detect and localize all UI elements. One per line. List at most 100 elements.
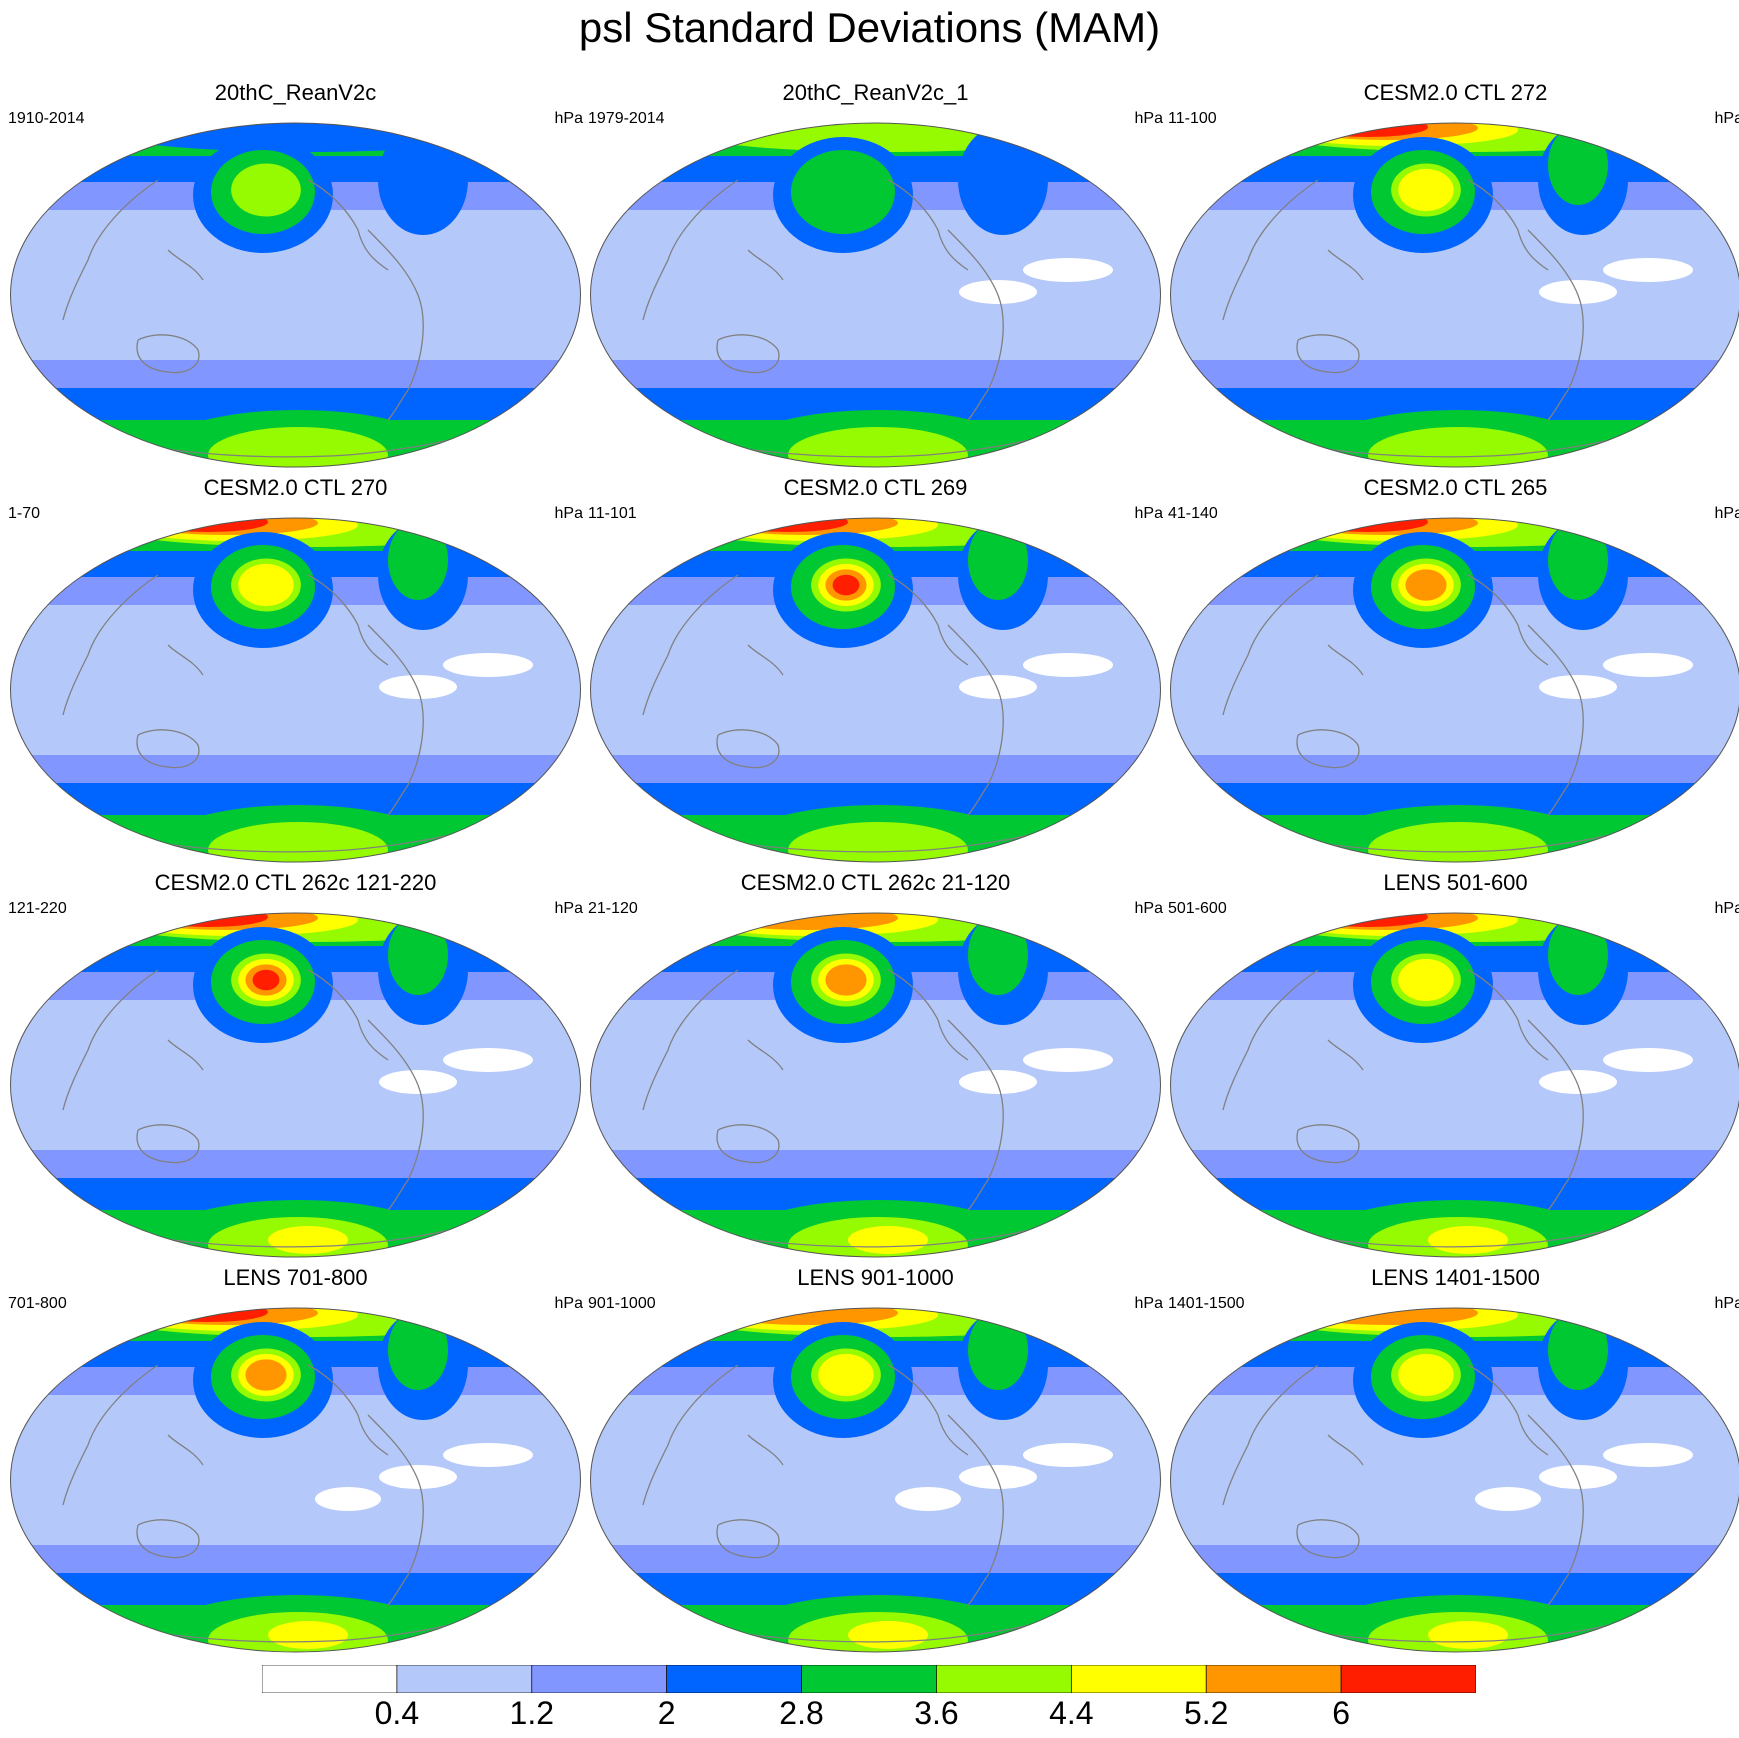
contour-fill-npac <box>791 150 895 234</box>
contour-fill-south <box>208 822 388 862</box>
figure-title: psl Standard Deviations (MAM) <box>578 4 1161 51</box>
panel-units-label: hPa <box>1714 110 1739 127</box>
panel-units-label: hPa <box>554 505 583 522</box>
map-panel: CESM2.0 CTL 269 11-101 hPa <box>588 475 1163 863</box>
contour-fill-tropics <box>959 1070 1037 1094</box>
contour-fill-south <box>208 427 388 467</box>
contour-fill-npac <box>1398 168 1454 212</box>
contour-fill-npac <box>825 964 867 996</box>
contour-fill-tropics <box>959 675 1037 699</box>
panel-title: CESM2.0 CTL 262c 121-220 <box>154 870 437 895</box>
colorbar-labels: 0.4 1.2 2 2.8 3.6 4.4 5.2 6 <box>0 1693 1739 1737</box>
coastline-outlines <box>62 574 509 853</box>
colorbar-swatch <box>396 1665 533 1693</box>
coastline-outlines <box>1222 1364 1669 1643</box>
psl-stddev-map <box>10 1307 581 1653</box>
contour-fill-npac <box>832 574 860 596</box>
contour-fill-tropics <box>1603 1048 1693 1072</box>
contour-fill-tropics <box>959 280 1037 304</box>
colorbar-tick-label: 2 <box>657 1695 676 1731</box>
panel-units-label: hPa <box>554 110 583 127</box>
colorbar-swatch <box>1205 1665 1342 1693</box>
map-panel: CESM2.0 CTL 270 1-70 hPa <box>8 475 583 863</box>
panel-units-label: hPa <box>1714 900 1739 917</box>
panel-title: 20thC_ReanV2c <box>214 80 377 105</box>
panel-period-label: 1910-2014 <box>8 110 85 127</box>
panel-title: CESM2.0 CTL 265 <box>1363 475 1548 500</box>
contour-fill-natl <box>968 915 1028 995</box>
contour-fill-natl <box>388 915 448 995</box>
contour-fill-tropics <box>443 1048 533 1072</box>
contour-fill-natl <box>388 520 448 600</box>
contour-fill-npac <box>1398 1353 1454 1397</box>
contour-fill-tropics <box>315 1487 381 1511</box>
contour-fill-south <box>1368 427 1548 467</box>
colorbar-tick-label: 2.8 <box>779 1695 824 1731</box>
contour-fill-south <box>1428 1621 1508 1649</box>
psl-stddev-map <box>10 122 581 468</box>
contour-fill-tropics <box>443 653 533 677</box>
panel-period-label: 1401-1500 <box>1168 1295 1245 1312</box>
contour-fill-npac <box>231 163 301 217</box>
contour-fill-south <box>848 1226 928 1254</box>
psl-stddev-map <box>1170 122 1739 468</box>
contour-fill-natl <box>1548 915 1608 995</box>
map-panel: LENS 901-1000 901-1000 hPa <box>588 1265 1163 1653</box>
psl-stddev-map <box>590 517 1161 863</box>
contour-fill-natl <box>1548 520 1608 600</box>
contour-fill-tropics <box>895 1487 961 1511</box>
panel-title: LENS 1401-1500 <box>1371 1265 1540 1290</box>
colorbar-tick-label: 0.4 <box>374 1695 420 1731</box>
contour-fill-tropics <box>379 1465 457 1489</box>
colorbar-tick-label: 4.4 <box>1049 1695 1094 1731</box>
colorbar-tick-label: 3.6 <box>914 1695 959 1731</box>
panel-title: CESM2.0 CTL 270 <box>203 475 388 500</box>
colorbar-swatch <box>666 1665 802 1693</box>
panel-title: LENS 501-600 <box>1383 870 1528 895</box>
contour-fill-tropics <box>1603 1443 1693 1467</box>
panel-title: LENS 701-800 <box>223 1265 368 1290</box>
contour-fill-tropics <box>379 675 457 699</box>
contour-fill-tropics <box>443 1443 533 1467</box>
panel-period-label: 41-140 <box>1168 505 1218 522</box>
panel-period-label: 1979-2014 <box>588 110 665 127</box>
contour-fill-natl <box>1548 1310 1608 1390</box>
panel-title: CESM2.0 CTL 272 <box>1363 80 1548 105</box>
panel-units-label: hPa <box>1134 110 1163 127</box>
contour-fill-south <box>1368 822 1548 862</box>
colorbar-tick-label: 5.2 <box>1183 1695 1229 1731</box>
map-panel: CESM2.0 CTL 262c 21-120 21-120 hPa <box>588 870 1163 1258</box>
panel-title: CESM2.0 CTL 269 <box>783 475 968 500</box>
panel-period-label: 11-101 <box>588 505 637 522</box>
panel-units-label: hPa <box>554 900 583 917</box>
colorbar-swatch <box>262 1665 398 1693</box>
psl-stddev-map <box>590 1307 1161 1653</box>
contour-fill-npac <box>245 1359 287 1391</box>
contour-fill-tropics <box>1475 1487 1541 1511</box>
contour-fill-natl <box>388 125 448 205</box>
map-panel: 20thC_ReanV2c 1910-2014 hPa <box>8 80 583 468</box>
panel-units-label: hPa <box>1134 1295 1163 1312</box>
contour-fill-natl <box>1548 125 1608 205</box>
contour-fill-tropics <box>1539 280 1617 304</box>
contour-fill-south <box>848 1621 928 1649</box>
contour-fill-natl <box>388 1310 448 1390</box>
panel-period-label: 121-220 <box>8 900 67 917</box>
panel-period-label: 11-100 <box>1168 110 1217 127</box>
psl-stddev-map <box>590 122 1161 468</box>
psl-stddev-map <box>590 912 1161 1258</box>
map-panel: CESM2.0 CTL 265 41-140 hPa <box>1168 475 1739 863</box>
colorbar-swatch <box>531 1665 668 1693</box>
contour-fill-south <box>788 822 968 862</box>
contour-fill-tropics <box>1539 1465 1617 1489</box>
colorbar-tick-label: 6 <box>1332 1695 1351 1731</box>
contour-fill-tropics <box>1603 258 1693 282</box>
contour-fill-tropics <box>1539 1070 1617 1094</box>
colorbar <box>262 1665 1476 1693</box>
map-panel: 20thC_ReanV2c_1 1979-2014 hPa <box>588 80 1163 468</box>
contour-fill-tropics <box>379 1070 457 1094</box>
map-panel: CESM2.0 CTL 272 11-100 hPa <box>1168 80 1739 468</box>
contour-fill-tropics <box>1023 258 1113 282</box>
colorbar-swatch <box>801 1665 937 1693</box>
contour-fill-tropics <box>1023 1443 1113 1467</box>
